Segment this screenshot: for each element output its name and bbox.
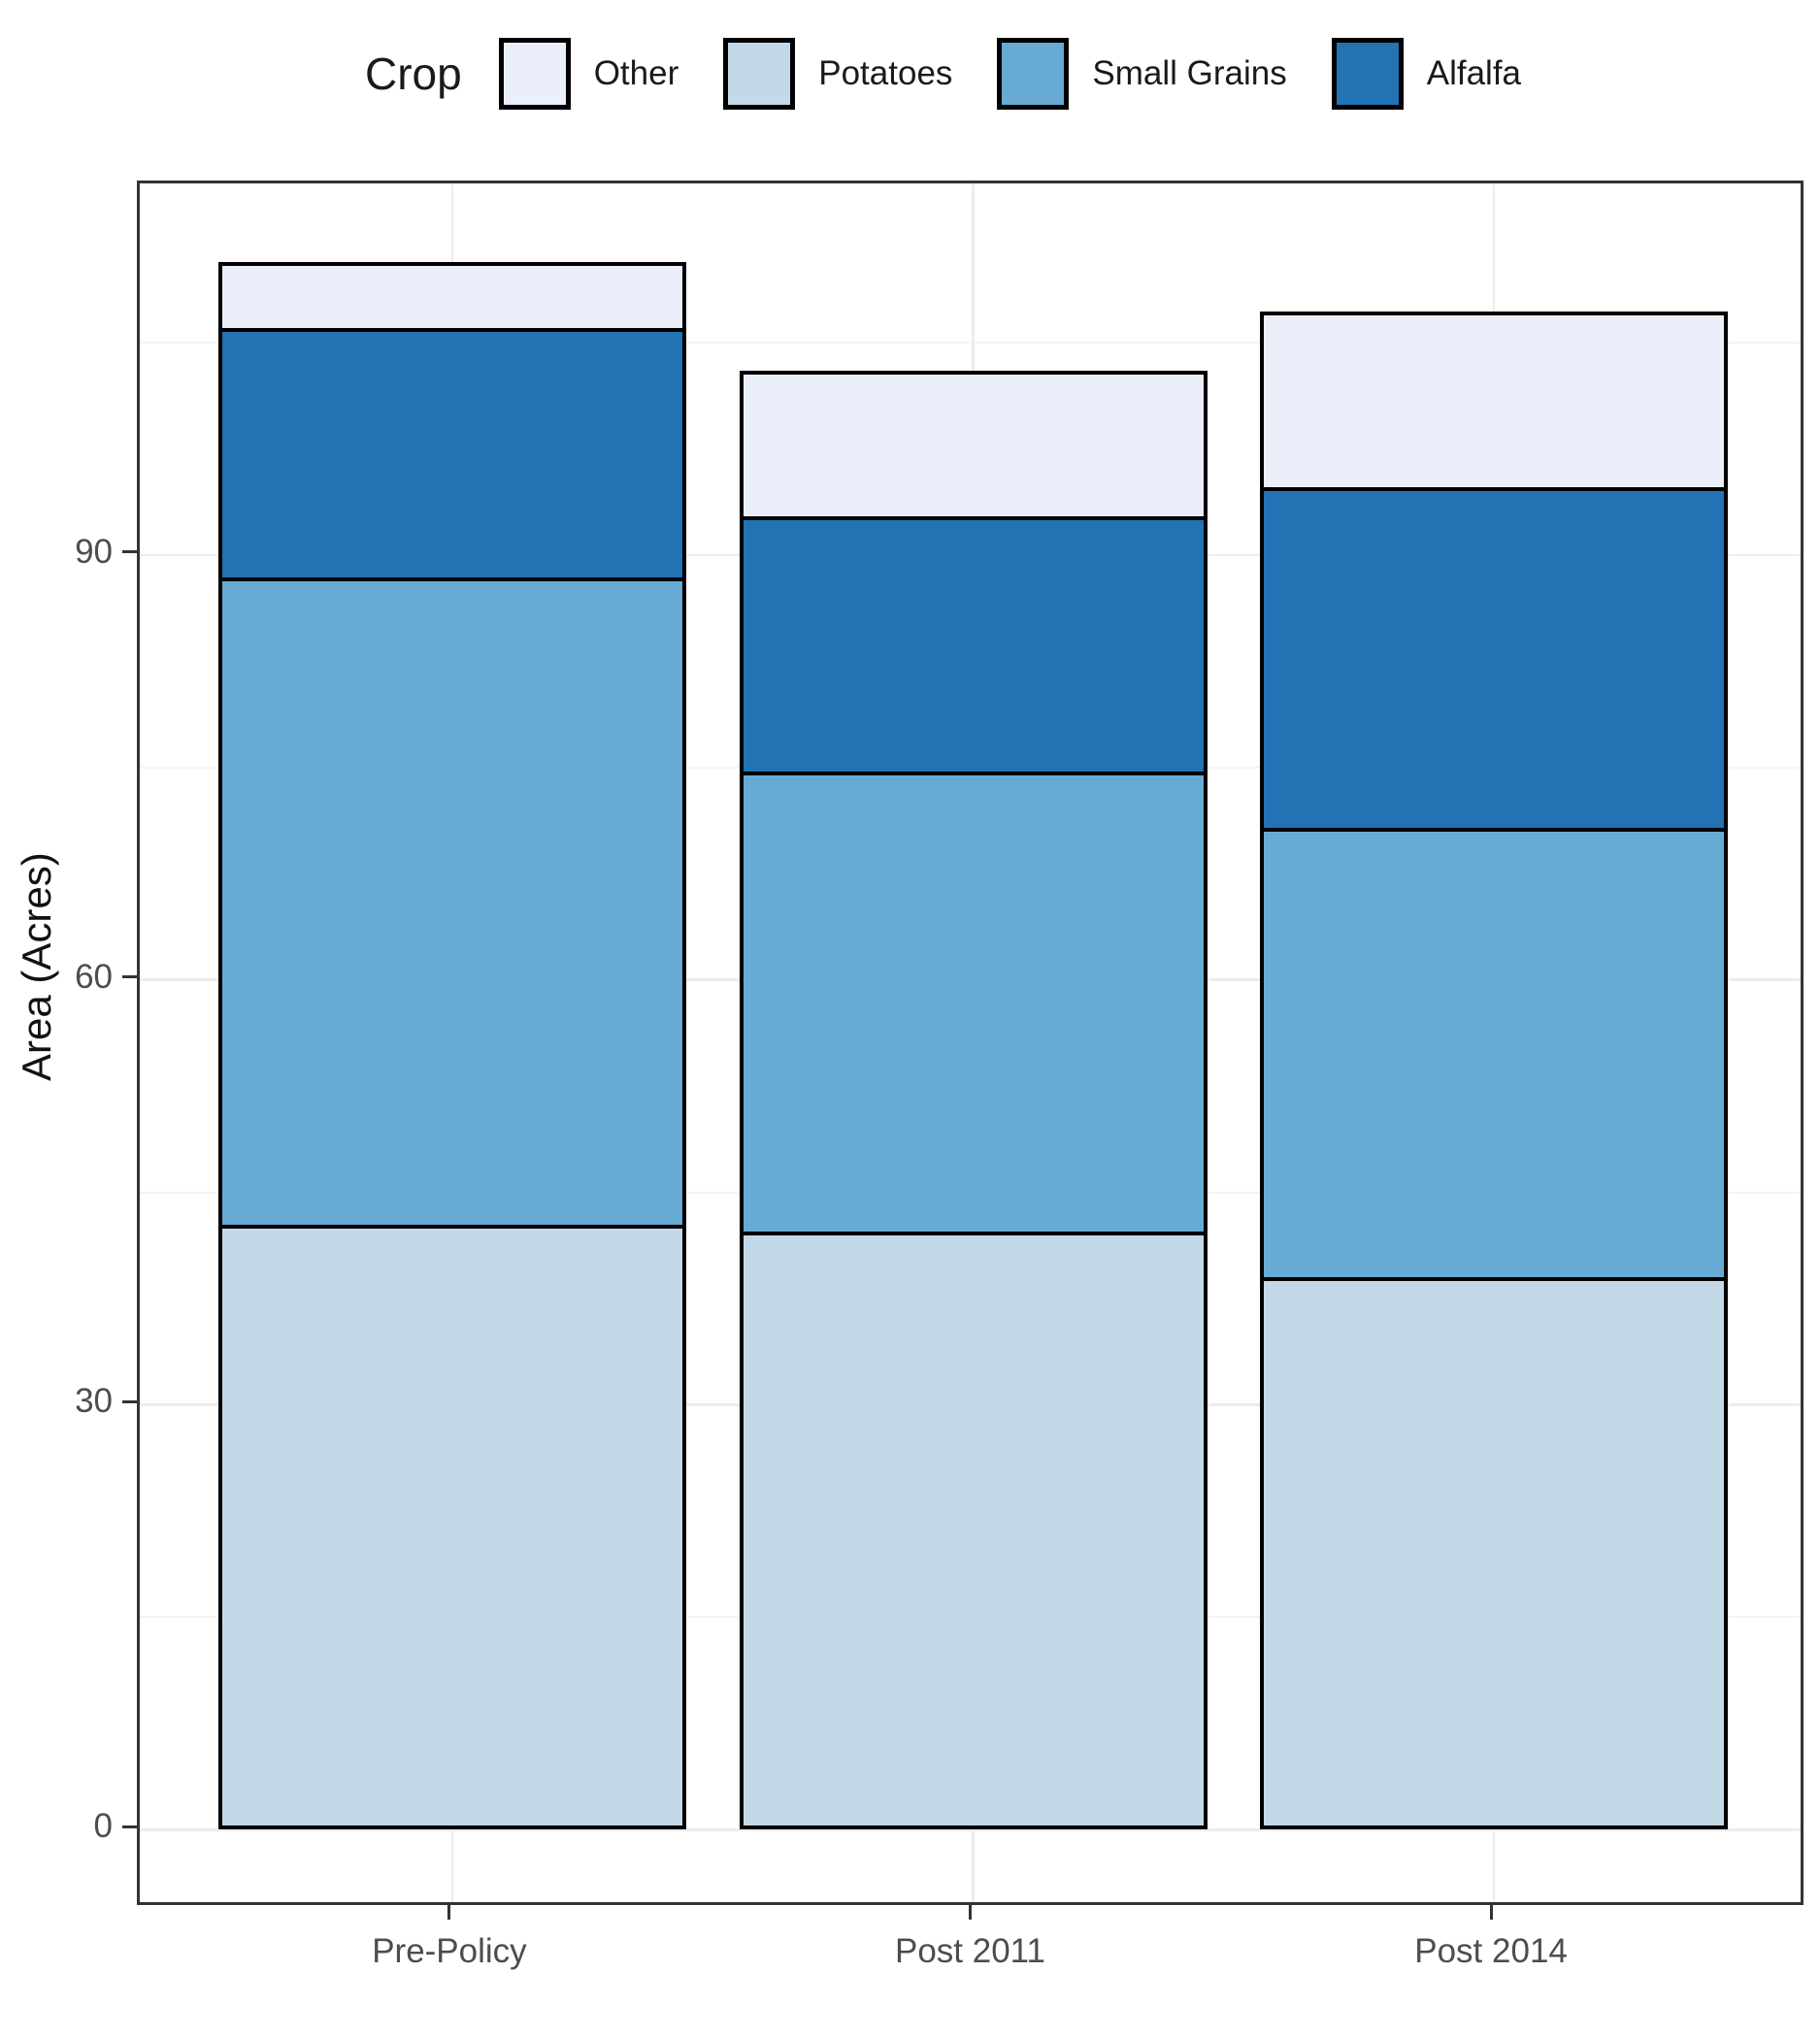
x-tick-mark xyxy=(969,1905,972,1920)
legend-swatch-potatoes xyxy=(723,38,796,110)
plot-panel xyxy=(137,181,1803,1905)
y-tick-mark xyxy=(122,975,137,979)
y-tick-label: 0 xyxy=(93,1807,113,1846)
y-tick-mark xyxy=(122,1399,137,1403)
gridline-major xyxy=(140,1828,1801,1831)
bar-segment xyxy=(1260,311,1729,487)
legend-item-small-grains: Small Grains xyxy=(997,38,1287,110)
bar-segment xyxy=(739,516,1208,772)
y-axis-title: Area (Acres) xyxy=(14,852,59,1081)
legend-label-potatoes: Potatoes xyxy=(818,54,953,92)
bar-segment xyxy=(217,328,686,578)
x-tick-label: Pre-Policy xyxy=(372,1932,527,1970)
legend: Crop Other Potatoes Small Grains Alfalfa xyxy=(66,27,1820,120)
gridline-minor xyxy=(140,341,1801,344)
bar-segment xyxy=(217,577,686,1226)
legend-title: Crop xyxy=(364,49,462,99)
legend-label-small-grains: Small Grains xyxy=(1092,54,1287,92)
legend-item-other: Other xyxy=(498,38,679,110)
bar-segment xyxy=(1260,486,1729,829)
x-tick-label: Post 2011 xyxy=(894,1932,1046,1970)
y-tick-mark xyxy=(122,550,137,554)
legend-item-potatoes: Potatoes xyxy=(723,38,952,110)
x-tick-label: Post 2014 xyxy=(1414,1932,1568,1970)
legend-label-alfalfa: Alfalfa xyxy=(1426,54,1522,92)
legend-swatch-alfalfa xyxy=(1331,38,1404,110)
legend-swatch-small-grains xyxy=(997,38,1070,110)
bar-segment xyxy=(217,261,686,329)
bar-segment xyxy=(1260,1277,1729,1830)
bar-segment xyxy=(739,772,1208,1233)
bar-segment xyxy=(1260,828,1729,1278)
bar-segment xyxy=(739,1232,1208,1830)
legend-item-alfalfa: Alfalfa xyxy=(1331,38,1522,110)
x-tick-mark xyxy=(1489,1905,1493,1920)
bar-segment xyxy=(217,1225,686,1830)
bar-segment xyxy=(739,371,1208,517)
y-tick-label: 90 xyxy=(75,532,113,571)
legend-swatch-other xyxy=(498,38,571,110)
y-tick-label: 30 xyxy=(75,1382,113,1421)
y-tick-mark xyxy=(122,1824,137,1828)
legend-label-other: Other xyxy=(593,54,679,92)
y-tick-label: 60 xyxy=(75,957,113,996)
x-tick-mark xyxy=(447,1905,451,1920)
